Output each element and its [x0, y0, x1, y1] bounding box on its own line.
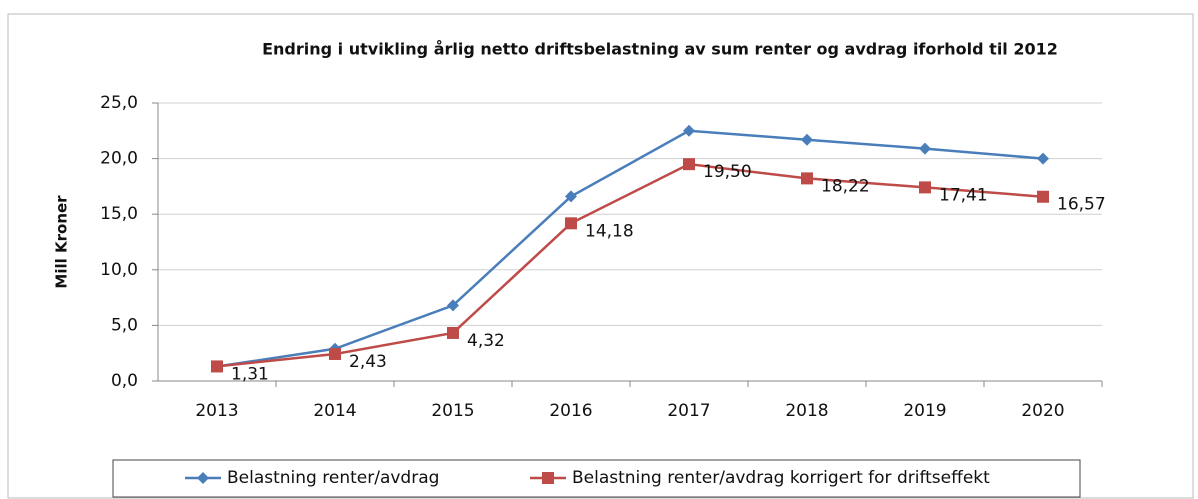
legend-marker [542, 472, 554, 484]
data-label: 4,32 [467, 331, 505, 351]
data-point [211, 360, 223, 373]
data-label: 16,57 [1057, 195, 1106, 215]
data-point [447, 326, 459, 339]
data-point [565, 190, 577, 203]
data-label: 17,41 [939, 185, 988, 205]
legend-marker [197, 472, 209, 484]
x-tick-label: 2013 [195, 401, 238, 421]
data-point [683, 124, 695, 137]
chart-title: Endring i utvikling årlig netto driftsbe… [262, 40, 1058, 59]
data-label: 1,31 [231, 364, 269, 384]
data-point [801, 172, 813, 185]
x-tick-label: 2015 [431, 401, 474, 421]
data-point [801, 133, 813, 146]
x-tick-label: 2018 [785, 401, 828, 421]
data-label: 19,50 [703, 162, 752, 182]
data-point [683, 158, 695, 171]
x-tick-label: 2017 [667, 401, 710, 421]
legend-label: Belastning renter/avdrag korrigert for d… [572, 468, 990, 488]
data-point [329, 347, 341, 360]
legend-box [112, 459, 1081, 498]
data-point [447, 299, 459, 312]
y-tick-label: 0,0 [111, 371, 138, 391]
data-label: 14,18 [585, 221, 634, 241]
data-point [1037, 152, 1049, 165]
data-label: 18,22 [821, 176, 870, 196]
y-tick-label: 25,0 [100, 93, 138, 113]
series-line [216, 162, 1044, 368]
data-point [1037, 190, 1049, 203]
y-tick-label: 5,0 [111, 315, 138, 335]
x-tick-label: 2014 [313, 401, 356, 421]
legend-label: Belastning renter/avdrag [227, 468, 439, 488]
data-label: 2,43 [349, 352, 387, 372]
x-tick-label: 2016 [549, 401, 592, 421]
data-point [919, 181, 931, 194]
y-axis-label: Mill Kroner [53, 195, 71, 289]
data-point [565, 217, 577, 230]
series-line [216, 129, 1044, 368]
chart-frame [7, 13, 1194, 499]
x-tick-label: 2019 [903, 401, 946, 421]
y-tick-label: 10,0 [100, 260, 138, 280]
y-tick-label: 20,0 [100, 149, 138, 169]
x-tick-label: 2020 [1021, 401, 1064, 421]
data-point [919, 142, 931, 155]
y-tick-label: 15,0 [100, 204, 138, 224]
